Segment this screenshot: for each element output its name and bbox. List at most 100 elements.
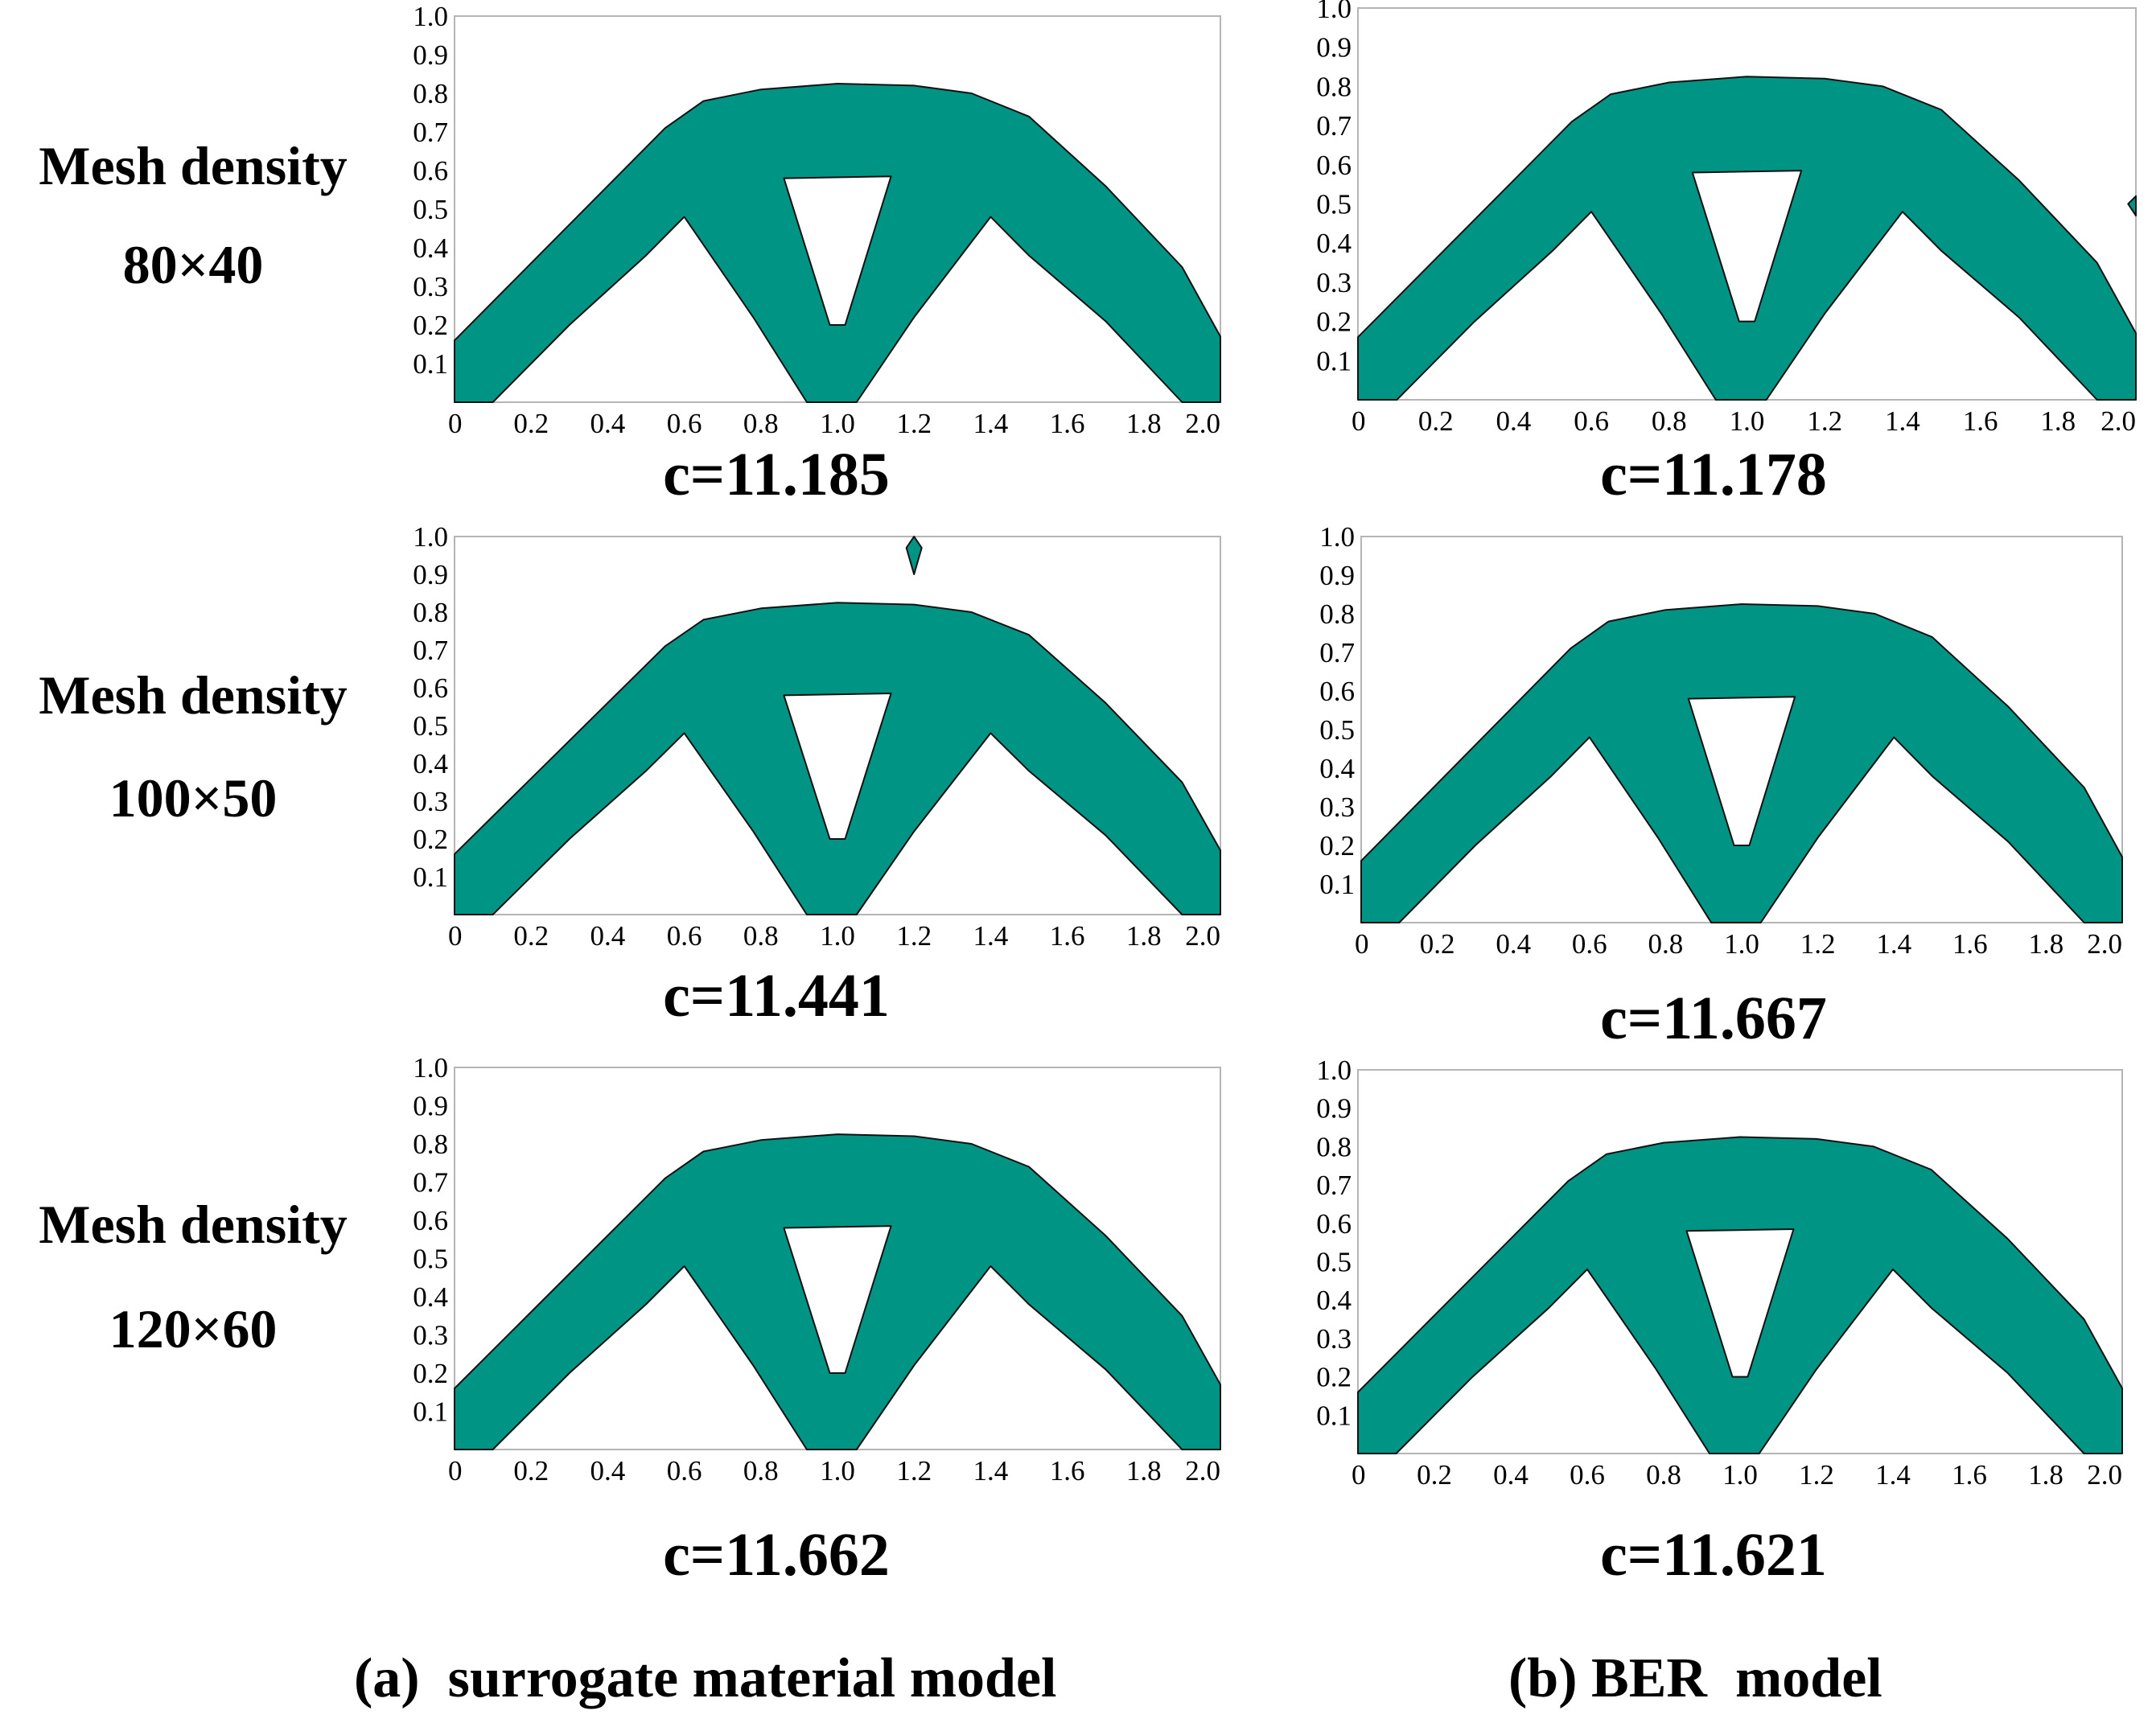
y-tick-label: 0.6 — [1319, 676, 1355, 707]
x-tick-label: 2.0 — [2100, 405, 2136, 437]
x-tick-label: 1.0 — [1730, 405, 1765, 437]
x-tick-label: 1.2 — [1799, 1459, 1834, 1491]
x-tick-label: 1.8 — [1126, 408, 1162, 439]
y-tick-label: 0.2 — [413, 310, 448, 341]
y-tick-label: 0.3 — [413, 1320, 448, 1351]
y-tick-label: 0.2 — [1316, 1362, 1352, 1393]
y-tick-label: 0.5 — [1316, 1247, 1352, 1278]
x-tick-label: 1.0 — [820, 920, 855, 952]
caption-b: (b) BER model — [1508, 1647, 1882, 1709]
material-region — [454, 83, 1221, 403]
y-tick-label: 0.8 — [413, 1129, 448, 1160]
compliance-a1: c=11.185 — [663, 441, 890, 508]
y-tick-label: 0.5 — [413, 710, 448, 742]
x-tick-label: 0.8 — [1648, 928, 1684, 960]
y-tick-label: 0.3 — [1316, 1323, 1352, 1355]
x-tick-label: 1.6 — [1050, 1455, 1085, 1487]
x-tick-label: 1.8 — [2040, 405, 2076, 437]
x-tick-label: 0 — [1355, 928, 1369, 960]
y-tick-label: 0.2 — [1316, 306, 1352, 338]
y-tick-label: 0.1 — [1316, 1400, 1352, 1431]
compliance-b3: c=11.621 — [1600, 1521, 1827, 1589]
x-tick-label: 1.8 — [2029, 928, 2064, 960]
x-tick-label: 0.6 — [1570, 1459, 1605, 1491]
y-tick-label: 0.3 — [1316, 267, 1352, 298]
y-tick-label: 1.0 — [413, 521, 448, 553]
x-tick-label: 1.4 — [973, 920, 1009, 952]
x-tick-label: 1.2 — [896, 920, 932, 952]
y-tick-label: 0.7 — [413, 1167, 448, 1199]
x-tick-label: 0.2 — [1420, 928, 1455, 960]
x-tick-label: 0.4 — [1496, 928, 1531, 960]
x-tick-label: 1.0 — [1722, 1459, 1758, 1491]
material-region — [454, 1133, 1221, 1450]
x-tick-label: 0.6 — [1572, 928, 1607, 960]
y-tick-label: 0.7 — [413, 635, 448, 666]
x-tick-label: 2.0 — [2087, 1459, 2122, 1491]
y-tick-label: 1.0 — [1316, 1055, 1352, 1086]
y-tick-label: 1.0 — [1316, 0, 1352, 24]
panel-a1: 0 0.2 0.4 0.6 0.8 1.0 1.2 1.4 1.6 1.8 2.0 0.1 0.2 0.3… — [413, 1, 1221, 439]
y-tick-label: 0.2 — [413, 824, 448, 855]
x-tick-label: 0 — [1352, 1459, 1366, 1491]
x-tick-label: 1.0 — [820, 1455, 855, 1487]
x-tick-label: 0.8 — [743, 920, 779, 952]
y-tick-label: 0.1 — [1316, 345, 1352, 376]
x-tick-label: 0 — [448, 920, 463, 952]
x-tick-label: 0.6 — [667, 1455, 702, 1487]
x-tick-label: 0.4 — [590, 1455, 626, 1487]
y-tick-label: 0.7 — [1316, 1170, 1352, 1201]
x-tick-label: 0.6 — [667, 408, 702, 439]
y-tick-label: 0.7 — [1316, 110, 1352, 142]
y-tick-label: 0.4 — [1319, 753, 1355, 784]
x-tick-label: 2.0 — [1185, 1455, 1220, 1487]
x-tick-label: 1.6 — [1050, 408, 1085, 439]
y-tick-label: 0.9 — [413, 39, 448, 71]
x-tick-label: 1.6 — [1952, 1459, 1987, 1491]
y-tick-label: 0.6 — [1316, 1208, 1352, 1240]
x-tick-label: 2.0 — [2087, 928, 2122, 960]
panel-b2: 0 0.2 0.4 0.6 0.8 1.0 1.2 1.4 1.6 1.8 2.0 0.1 0.2 0.3… — [1319, 521, 2123, 960]
y-tick-label: 0.5 — [1316, 189, 1352, 220]
y-tick-label: 0.1 — [413, 1396, 448, 1428]
x-tick-label: 1.4 — [1875, 1459, 1911, 1491]
y-tick-label: 0.6 — [413, 155, 448, 187]
y-tick-label: 0.8 — [413, 78, 448, 109]
x-tick-label: 1.2 — [896, 1455, 932, 1487]
y-tick-label: 0.3 — [413, 271, 448, 302]
x-tick-label: 0.4 — [1496, 405, 1532, 437]
y-tick-label: 0.1 — [413, 862, 448, 893]
row-label-2-line1: Mesh density — [39, 664, 348, 726]
row-label-3-line1: Mesh density — [39, 1194, 348, 1255]
x-tick-label: 1.4 — [1876, 928, 1911, 960]
material-region — [1357, 76, 2137, 401]
material-region — [1357, 1136, 2123, 1454]
y-tick-label: 0.1 — [1319, 869, 1355, 900]
y-tick-label: 0.2 — [413, 1358, 448, 1389]
y-tick-label: 0.9 — [1316, 1093, 1352, 1125]
x-tick-label: 0.4 — [590, 920, 626, 952]
compliance-a2: c=11.441 — [663, 962, 890, 1030]
x-tick-label: 0.8 — [743, 1455, 779, 1487]
material-fragment — [2127, 195, 2137, 217]
y-tick-label: 0.1 — [413, 348, 448, 380]
y-tick-label: 0.6 — [413, 1205, 448, 1236]
y-tick-label: 0.9 — [1316, 32, 1352, 64]
row-label-1-line2: 80×40 — [122, 234, 264, 295]
x-tick-label: 1.6 — [1952, 928, 1988, 960]
x-tick-label: 0.8 — [1652, 405, 1687, 437]
x-tick-label: 1.2 — [896, 408, 932, 439]
panel-a3: 0 0.2 0.4 0.6 0.8 1.0 1.2 1.4 1.6 1.8 2.0 0.1 0.2 0.3… — [413, 1052, 1221, 1487]
y-tick-label: 0.4 — [413, 748, 448, 779]
x-tick-label: 2.0 — [1185, 408, 1220, 439]
material-region — [454, 602, 1221, 915]
x-tick-label: 0.4 — [1493, 1459, 1529, 1491]
x-tick-label: 1.2 — [1800, 928, 1836, 960]
x-tick-label: 1.6 — [1050, 920, 1085, 952]
panel-b3: 0 0.2 0.4 0.6 0.8 1.0 1.2 1.4 1.6 1.8 2.0 0.1 0.2 0.3… — [1316, 1055, 2123, 1491]
y-tick-label: 0.6 — [1316, 150, 1352, 181]
compliance-b1: c=11.178 — [1600, 441, 1827, 508]
x-tick-label: 0.2 — [513, 408, 549, 439]
y-tick-label: 0.8 — [413, 597, 448, 628]
